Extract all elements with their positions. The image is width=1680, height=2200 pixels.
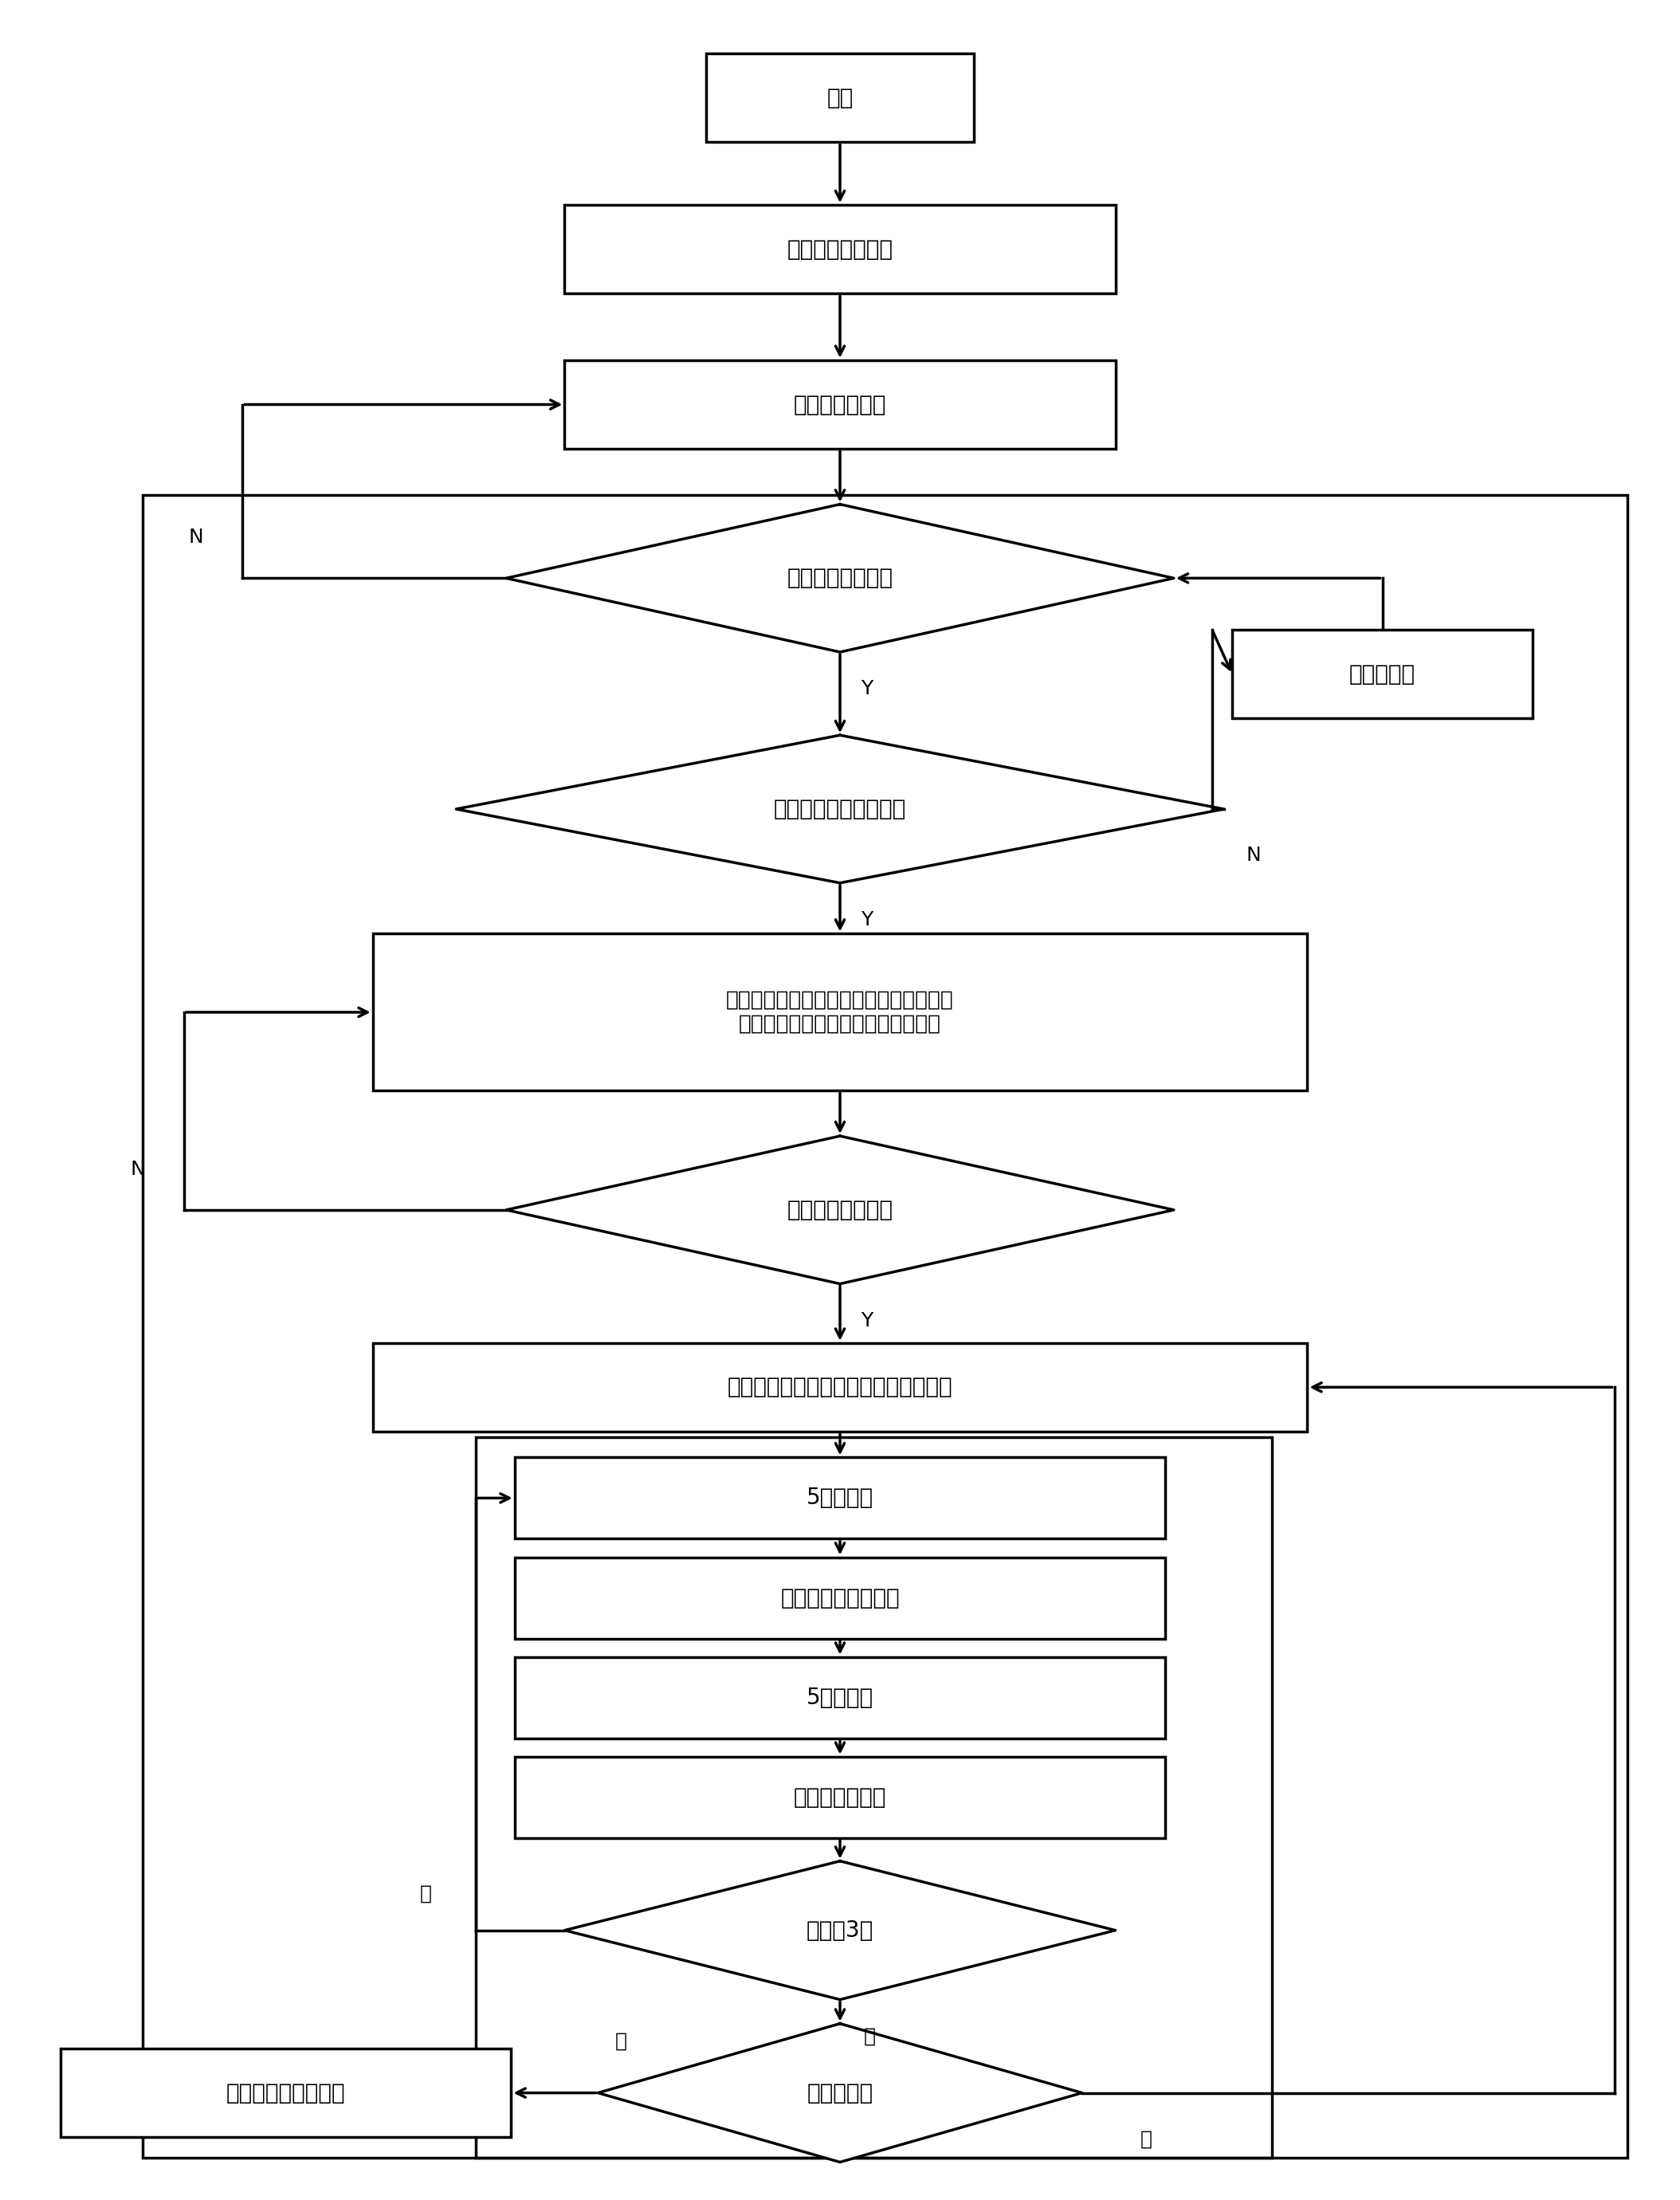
Text: 5秒钟延迟: 5秒钟延迟	[806, 1487, 874, 1509]
Bar	[514, 1756, 1166, 1837]
Text: 采样值＜目标值？: 采样值＜目标值？	[786, 568, 894, 590]
Text: 5秒钟延迟: 5秒钟延迟	[806, 1687, 874, 1709]
Bar	[707, 53, 973, 143]
Polygon shape	[506, 1135, 1174, 1285]
Polygon shape	[564, 1861, 1116, 2000]
Bar	[514, 1657, 1166, 1738]
Text: 是: 是	[864, 2026, 875, 2046]
Text: N: N	[1247, 845, 1262, 865]
Polygon shape	[506, 504, 1174, 651]
Text: N: N	[188, 528, 203, 548]
Text: 设定目标相对湿度: 设定目标相对湿度	[786, 238, 894, 260]
Bar	[60, 2048, 511, 2136]
Bar	[143, 495, 1628, 2158]
Text: 已开启3次: 已开启3次	[806, 1918, 874, 1940]
Polygon shape	[457, 735, 1223, 882]
Text: 关闭系统，退出操作: 关闭系统，退出操作	[227, 2081, 346, 2103]
Bar	[373, 933, 1307, 1091]
Bar	[475, 1437, 1272, 2158]
Text: 关闭系统？: 关闭系统？	[806, 2081, 874, 2103]
Text: N: N	[129, 1159, 144, 1179]
Text: 是: 是	[615, 2031, 627, 2050]
Text: 否: 否	[1141, 2130, 1152, 2149]
Bar	[514, 1456, 1166, 1538]
Bar	[564, 361, 1116, 449]
Text: Y: Y	[860, 680, 874, 700]
Text: 液位传感器信号正常？: 液位传感器信号正常？	[774, 799, 906, 821]
Polygon shape	[598, 2024, 1082, 2163]
Text: 报警灯闪烁: 报警灯闪烁	[1349, 662, 1416, 686]
Bar	[564, 205, 1116, 293]
Text: Y: Y	[860, 911, 874, 928]
Text: Y: Y	[860, 1311, 874, 1331]
Bar	[1231, 629, 1532, 719]
Text: 气路电控阀关闭: 气路电控阀关闭	[793, 1786, 887, 1808]
Text: 开始: 开始	[827, 86, 853, 110]
Text: 湿度达到目标值？: 湿度达到目标值？	[786, 1199, 894, 1221]
Text: 湿度传感器采样: 湿度传感器采样	[793, 394, 887, 416]
Bar	[373, 1342, 1307, 1432]
Text: 气路电控阀重新开启: 气路电控阀重新开启	[781, 1586, 899, 1608]
Bar	[514, 1558, 1166, 1639]
Text: 主机模块求出控制量，控制液路比例电磁
阀的流量，和控制气路电控阀的通断: 主机模块求出控制量，控制液路比例电磁 阀的流量，和控制气路电控阀的通断	[726, 990, 954, 1034]
Text: 气路电控阀、液路比例电磁阀同时关闭: 气路电控阀、液路比例电磁阀同时关闭	[727, 1375, 953, 1399]
Text: 否: 否	[420, 1883, 432, 1903]
